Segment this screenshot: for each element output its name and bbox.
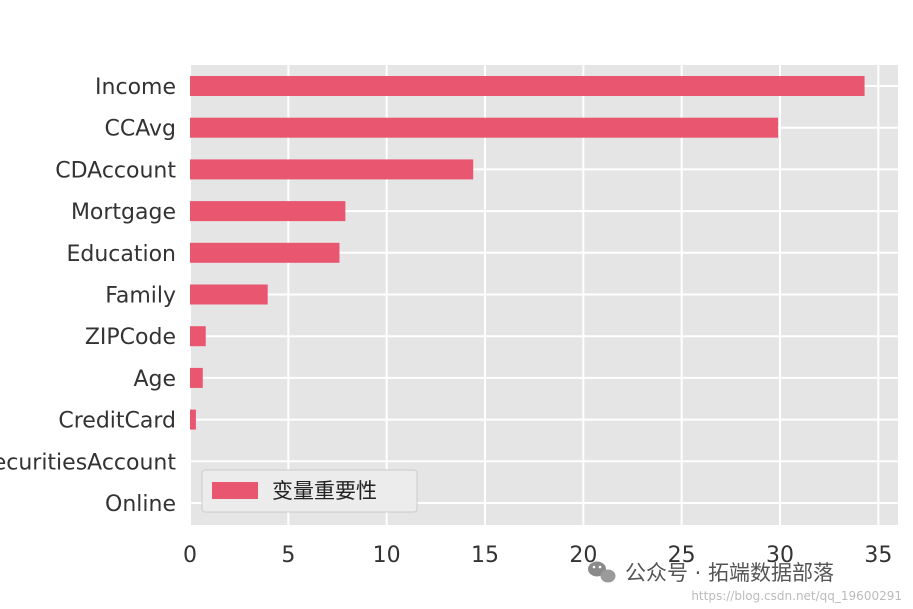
bar-cdaccount [190, 159, 474, 180]
bar-zipcode [190, 326, 206, 347]
y-tick-label: Income [95, 75, 176, 100]
y-tick-label: Education [66, 242, 176, 267]
watermark: 公众号 · 拓端数据部落 https://blog.csdn.net/qq_19… [588, 561, 902, 603]
legend-label: 变量重要性 [272, 479, 377, 503]
y-tick-label: Mortgage [71, 200, 176, 225]
y-tick-label: CCAvg [105, 117, 176, 142]
y-tick-label: ZIPCode [85, 325, 176, 350]
y-tick-label: Age [133, 367, 176, 392]
y-tick-labels: Income CCAvg CDAccount Mortgage Education Fam… [0, 75, 176, 517]
bar-family [190, 284, 268, 305]
bar-income [190, 76, 865, 96]
y-tick-label: CDAccount [55, 158, 176, 183]
x-tick-label: 5 [281, 543, 295, 568]
bar-age [190, 367, 203, 388]
x-tick-label: 0 [183, 543, 197, 568]
y-tick-label: Family [105, 284, 176, 309]
legend-swatch [212, 482, 258, 499]
x-tick-label: 25 [668, 543, 696, 568]
bar-ccavg [190, 117, 779, 138]
bar-creditcard [190, 409, 196, 430]
watermark-url: https://blog.csdn.net/qq_19600291 [691, 589, 902, 603]
y-tick-label: CreditCard [58, 409, 176, 434]
bars [190, 76, 865, 430]
bar-education [190, 242, 340, 263]
legend: 变量重要性 [201, 469, 418, 513]
x-tick-label: 10 [373, 543, 401, 568]
watermark-text: 公众号 · 拓端数据部落 [625, 561, 834, 585]
x-tick-labels: 0 5 10 15 20 25 30 35 [183, 543, 892, 568]
x-tick-label: 30 [766, 543, 794, 568]
y-tick-label: SecuritiesAccount [0, 450, 176, 475]
legend-box [201, 469, 418, 513]
wechat-icon [588, 561, 616, 583]
x-tick-label: 35 [864, 543, 892, 568]
y-tick-label: Online [105, 492, 176, 517]
x-tick-label: 15 [471, 543, 499, 568]
bar-mortgage [190, 201, 346, 222]
